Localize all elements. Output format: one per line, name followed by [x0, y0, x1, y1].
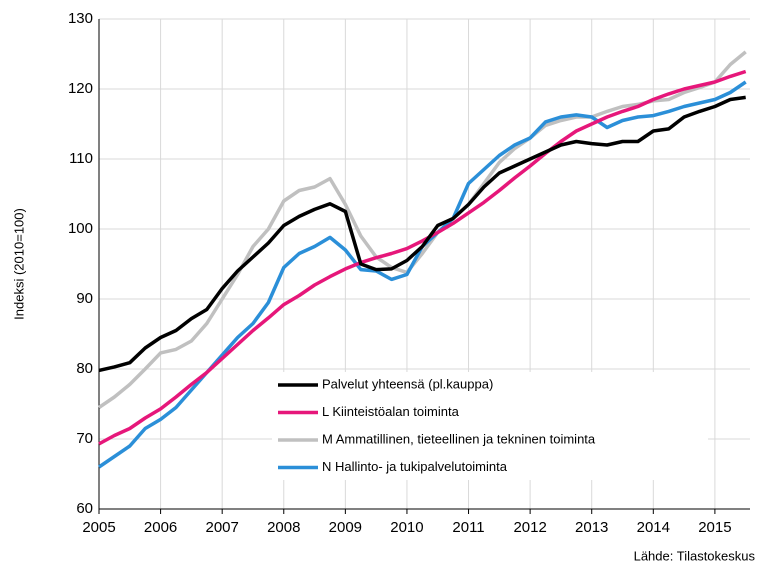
legend-label: M Ammatillinen, tieteellinen ja tekninen… [322, 431, 596, 446]
x-tick-label: 2008 [267, 519, 300, 536]
source: Lähde: Tilastokeskus [634, 548, 756, 563]
y-tick-label: 90 [76, 290, 93, 307]
x-tick-label: 2007 [205, 519, 238, 536]
x-tick-label: 2013 [575, 519, 608, 536]
y-tick-label: 70 [76, 430, 93, 447]
x-tick-label: 2011 [452, 519, 484, 536]
y-tick-label: 130 [68, 10, 93, 27]
y-tick-label: 60 [76, 500, 93, 517]
y-axis-label: Indeksi (2010=100) [11, 208, 26, 320]
x-tick-label: 2014 [637, 519, 670, 536]
x-tick-label: 2012 [513, 519, 546, 536]
x-tick-label: 2005 [82, 519, 115, 536]
y-tick-label: 120 [68, 80, 93, 97]
x-tick-label: 2015 [698, 519, 731, 536]
x-tick-label: 2010 [390, 519, 423, 536]
y-tick-label: 110 [69, 150, 93, 167]
legend-label: Palvelut yhteensä (pl.kauppa) [322, 376, 493, 391]
line [98, 69, 747, 446]
line [98, 95, 746, 373]
legend-label: N Hallinto- ja tukipalvelutoiminta [322, 459, 508, 474]
legend [272, 372, 708, 480]
y-tick-label: 80 [76, 360, 93, 377]
x-tick-label: 2006 [144, 519, 177, 536]
y-tick-label: 100 [68, 220, 93, 237]
legend-label: L Kiinteistöalan toiminta [322, 404, 460, 419]
x-tick-label: 2009 [329, 519, 362, 536]
line [98, 50, 747, 409]
